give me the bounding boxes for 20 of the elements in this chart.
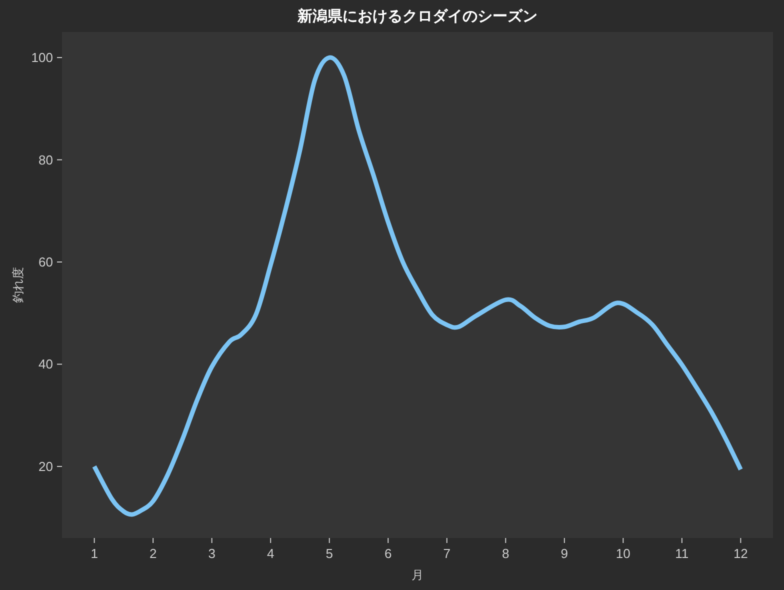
x-tick-label: 9 bbox=[560, 546, 568, 561]
chart-title: 新潟県におけるクロダイのシーズン bbox=[296, 7, 538, 25]
y-tick-label: 40 bbox=[38, 356, 53, 372]
x-axis-title: 月 bbox=[412, 568, 424, 582]
x-tick-label: 7 bbox=[443, 546, 450, 561]
y-tick-label: 60 bbox=[38, 254, 53, 270]
y-axis-title: 釣れ度 bbox=[11, 267, 25, 303]
x-tick-label: 4 bbox=[266, 546, 274, 561]
x-tick-label: 6 bbox=[384, 546, 392, 561]
x-tick-label: 12 bbox=[733, 546, 748, 561]
x-tick-label: 2 bbox=[149, 546, 157, 561]
y-tick-label: 100 bbox=[31, 50, 53, 66]
x-tick-label: 1 bbox=[90, 546, 98, 561]
x-tick-label: 8 bbox=[502, 546, 510, 561]
x-tick-label: 5 bbox=[326, 546, 333, 561]
x-tick-label: 11 bbox=[675, 546, 689, 561]
x-tick-label: 10 bbox=[616, 546, 630, 561]
y-tick-label: 80 bbox=[38, 152, 53, 168]
x-tick-label: 3 bbox=[208, 546, 216, 561]
y-tick-label: 20 bbox=[38, 458, 53, 474]
